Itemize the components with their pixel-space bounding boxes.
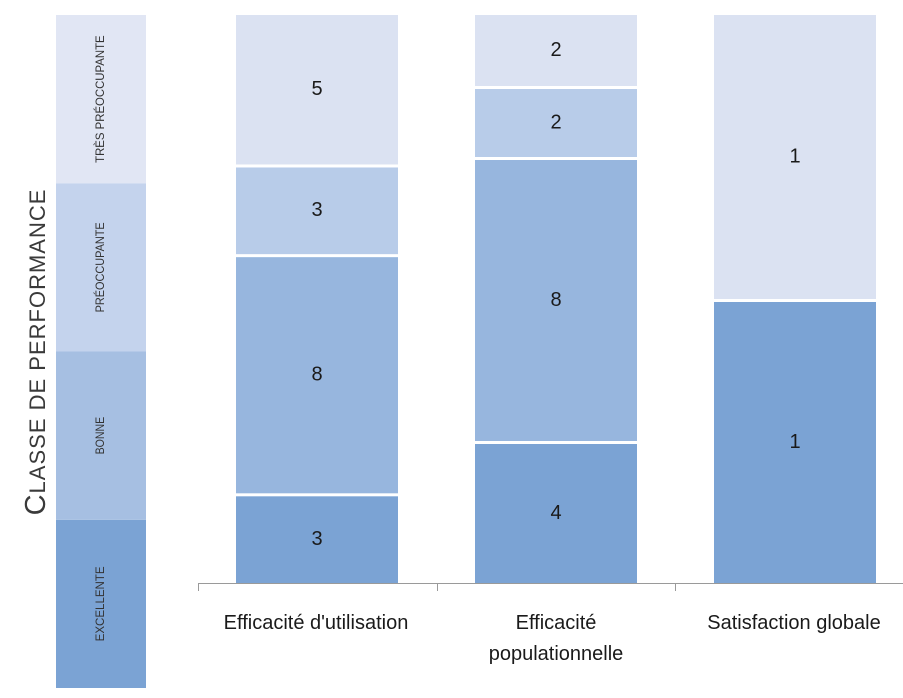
bar-segment	[714, 15, 876, 299]
x-axis: Efficacité d'utilisation Efficacité popula…	[198, 583, 903, 665]
bar-segment	[475, 15, 637, 86]
y-axis-title: CLASSE DE PERFORMANCE	[20, 189, 52, 516]
x-tick-label-line: Satisfaction globale	[707, 612, 880, 634]
bar-segment	[236, 167, 398, 255]
performance-band-segment	[56, 519, 146, 688]
bar-segment	[236, 15, 398, 165]
performance-band-segment	[56, 183, 146, 352]
bar-value-label: 4	[550, 502, 561, 524]
bar-segment	[236, 257, 398, 494]
performance-band-segment	[56, 351, 146, 520]
bar-value-label: 3	[311, 528, 322, 550]
bar-area: 3 8 3 5 4 8 2 2 1 1	[236, 15, 876, 583]
bar-value-label: 8	[550, 289, 561, 311]
performance-band-label: TRÈS PRÉOCCUPANTE	[92, 35, 107, 163]
bar-value-label: 5	[311, 78, 322, 100]
performance-band-label: PRÉOCCUPANTE	[92, 222, 107, 312]
performance-band-segment	[56, 15, 146, 184]
y-axis-title-initial: C	[20, 493, 52, 515]
bar-segment	[475, 160, 637, 441]
bar-segment	[236, 496, 398, 583]
bar-value-label: 2	[550, 39, 561, 61]
x-tick-label: Efficacité populationnelle	[489, 612, 624, 665]
bar-value-label: 3	[311, 199, 322, 221]
bar-segment	[475, 89, 637, 157]
bar-value-label: 8	[311, 364, 322, 386]
performance-class-band: EXCELLENTE BONNE PRÉOCCUPANTE TRÈS PRÉOCCUP…	[56, 15, 146, 688]
x-tick-label-line: populationnelle	[489, 643, 624, 665]
performance-band-label: EXCELLENTE	[93, 566, 107, 641]
performance-band-label: BONNE	[93, 417, 107, 455]
x-tick-label-line: Efficacité	[516, 612, 597, 634]
bar-value-label: 2	[550, 111, 561, 133]
x-tick-label: Efficacité d'utilisation	[224, 612, 409, 634]
bar-segment	[714, 302, 876, 583]
y-axis-title-rest: LASSE DE PERFORMANCE	[25, 189, 50, 494]
bar-value-label: 1	[789, 431, 800, 453]
bar-segment	[475, 444, 637, 583]
x-tick-label-line: Efficacité d'utilisation	[224, 612, 409, 634]
x-tick-label: Satisfaction globale	[707, 612, 880, 634]
bar-value-label: 1	[789, 145, 800, 167]
